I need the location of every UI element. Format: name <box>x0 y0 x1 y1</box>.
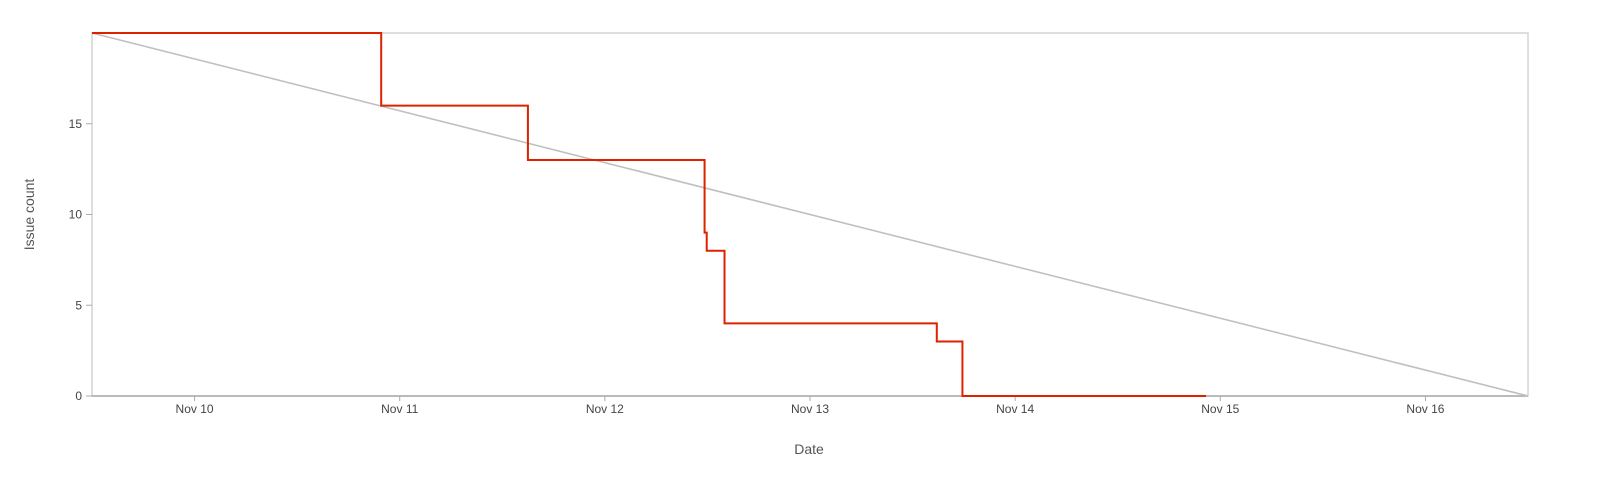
burndown-series-line <box>92 32 1207 397</box>
x-tick-label: Nov 14 <box>996 402 1034 416</box>
x-axis-title: Date <box>794 441 824 457</box>
x-tick-label: Nov 13 <box>791 402 829 416</box>
x-tick-label: Nov 12 <box>586 402 624 416</box>
x-tick-label: Nov 10 <box>176 402 214 416</box>
y-axis-title: Issue count <box>21 179 37 251</box>
x-tick-label: Nov 15 <box>1201 402 1239 416</box>
y-tick-label: 10 <box>69 208 83 222</box>
y-tick-label: 0 <box>75 389 82 403</box>
guideline-series-line <box>91 32 1529 397</box>
x-tick-label: Nov 11 <box>381 402 418 416</box>
y-tick-label: 15 <box>69 117 83 131</box>
x-tick-label: Nov 16 <box>1406 402 1444 416</box>
y-tick-label: 5 <box>75 298 82 312</box>
